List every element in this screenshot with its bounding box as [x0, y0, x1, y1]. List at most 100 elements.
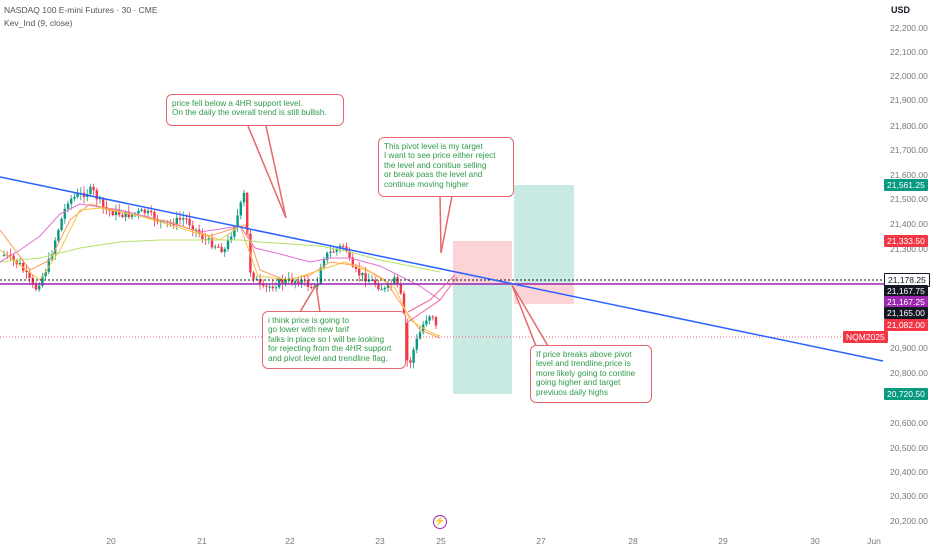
moving-average-pink	[0, 203, 441, 301]
candle-body	[111, 210, 114, 216]
candle-body	[361, 273, 364, 276]
price-axis-label: 21,700.00	[890, 145, 928, 155]
candle-body	[383, 287, 386, 290]
price-axis-label: 21,300.00	[890, 244, 928, 254]
price-tag-pivot: 21,167.25	[884, 296, 928, 308]
candle-body	[434, 317, 438, 326]
candle-body	[18, 262, 22, 265]
candle-body	[12, 255, 15, 261]
candle-body	[406, 322, 409, 361]
candle-body	[47, 258, 50, 272]
candle-body	[207, 238, 210, 240]
note-line: i think price is going to	[268, 316, 350, 325]
candle-body	[54, 240, 57, 255]
candle-body	[326, 252, 329, 260]
note-bullish-plan[interactable]: If price breaks above pivot level and tr…	[530, 345, 652, 403]
short-position-target-box[interactable]	[453, 283, 512, 394]
candle-body	[316, 283, 319, 287]
candle-body	[150, 210, 153, 213]
candle-body	[188, 218, 191, 226]
candle-body	[76, 193, 79, 197]
candle-body	[223, 249, 226, 252]
candle-body	[194, 229, 198, 231]
candle-body	[393, 277, 396, 285]
price-tag-current: 21,082.00	[884, 319, 928, 331]
currency-label[interactable]: USD	[891, 5, 911, 15]
candle-body	[431, 316, 434, 318]
candle-body	[31, 277, 34, 284]
candle-body	[230, 236, 233, 240]
candle-body	[114, 209, 118, 216]
long-position-target-box[interactable]	[514, 185, 574, 283]
candle-body	[258, 279, 262, 284]
candle-body	[28, 272, 31, 278]
time-axis-label: 29	[718, 536, 728, 546]
price-axis-label: 21,900.00	[890, 95, 928, 105]
note-line: go lower with new tarif	[268, 325, 349, 335]
candle-body	[95, 190, 98, 200]
candle-body	[268, 286, 271, 288]
price-tag-long-target: 21,561.25	[884, 179, 928, 191]
candle-body	[146, 210, 150, 214]
time-axis-label: 21	[197, 536, 207, 546]
candle-body	[358, 268, 361, 276]
note-line: level and trendline,price is	[536, 359, 631, 369]
time-axis-label: 23	[375, 536, 385, 546]
time-axis-label: Jun	[867, 536, 881, 546]
candle-body	[182, 218, 185, 220]
candle-body	[44, 271, 47, 277]
price-axis-label: 20,200.00	[890, 516, 928, 526]
note-pointer-1	[247, 125, 287, 219]
candle-body	[271, 286, 274, 289]
candle-body	[201, 234, 204, 240]
candle-body	[41, 276, 44, 286]
candle-body	[124, 211, 127, 217]
indicator-legend[interactable]: Kev_Ind (9, close)	[4, 18, 73, 28]
candle-body	[265, 285, 268, 287]
candle-body	[102, 198, 105, 207]
lightning-icon[interactable]: ⚡	[433, 515, 447, 529]
candle-body	[428, 316, 431, 321]
candle-body	[2, 254, 6, 256]
candle-body	[396, 277, 399, 285]
note-bearish-plan[interactable]: i think price is going to go lower with …	[262, 311, 406, 369]
time-axis-label: 30	[810, 536, 820, 546]
price-axis-label: 20,500.00	[890, 443, 928, 453]
long-position-risk-box[interactable]	[514, 283, 574, 304]
candle-body	[63, 208, 66, 219]
candle-body	[290, 278, 294, 284]
note-line: This pivot level is my target	[384, 142, 483, 151]
note-pointer-3	[299, 282, 321, 313]
candle-body	[319, 267, 322, 284]
candle-body	[367, 279, 370, 282]
candle-body	[281, 279, 284, 284]
note-pointer-4	[511, 284, 549, 347]
price-axis-label: 20,400.00	[890, 467, 928, 477]
note-pointer-2	[439, 195, 453, 254]
candle-body	[377, 284, 380, 290]
candle-body	[175, 217, 178, 226]
time-axis-label: 20	[106, 536, 116, 546]
candle-body	[66, 203, 70, 209]
price-axis-label: 20,600.00	[890, 418, 928, 428]
candle-body	[322, 259, 326, 268]
candle-body	[130, 213, 134, 218]
candle-body	[34, 283, 38, 290]
candle-body	[380, 289, 383, 291]
moving-average-gold	[0, 207, 441, 337]
descending-trendline[interactable]	[0, 176, 884, 362]
candle-body	[374, 279, 377, 285]
note-pivot-target[interactable]: This pivot level is my target I want to …	[378, 137, 514, 197]
candle-body	[364, 273, 367, 282]
projection-path	[407, 274, 456, 313]
price-axis-label: 21,400.00	[890, 219, 928, 229]
candle-body	[159, 221, 162, 223]
candle-body	[57, 230, 60, 241]
note-line: or break pass the level and	[384, 170, 483, 180]
note-support-broken[interactable]: price fell below a 4HR support level. On…	[166, 94, 344, 126]
candle-body	[60, 218, 63, 231]
symbol-tag: NQM2025	[843, 331, 888, 343]
short-position-risk-box[interactable]	[453, 241, 512, 283]
price-axis-label: 20,800.00	[890, 368, 928, 378]
